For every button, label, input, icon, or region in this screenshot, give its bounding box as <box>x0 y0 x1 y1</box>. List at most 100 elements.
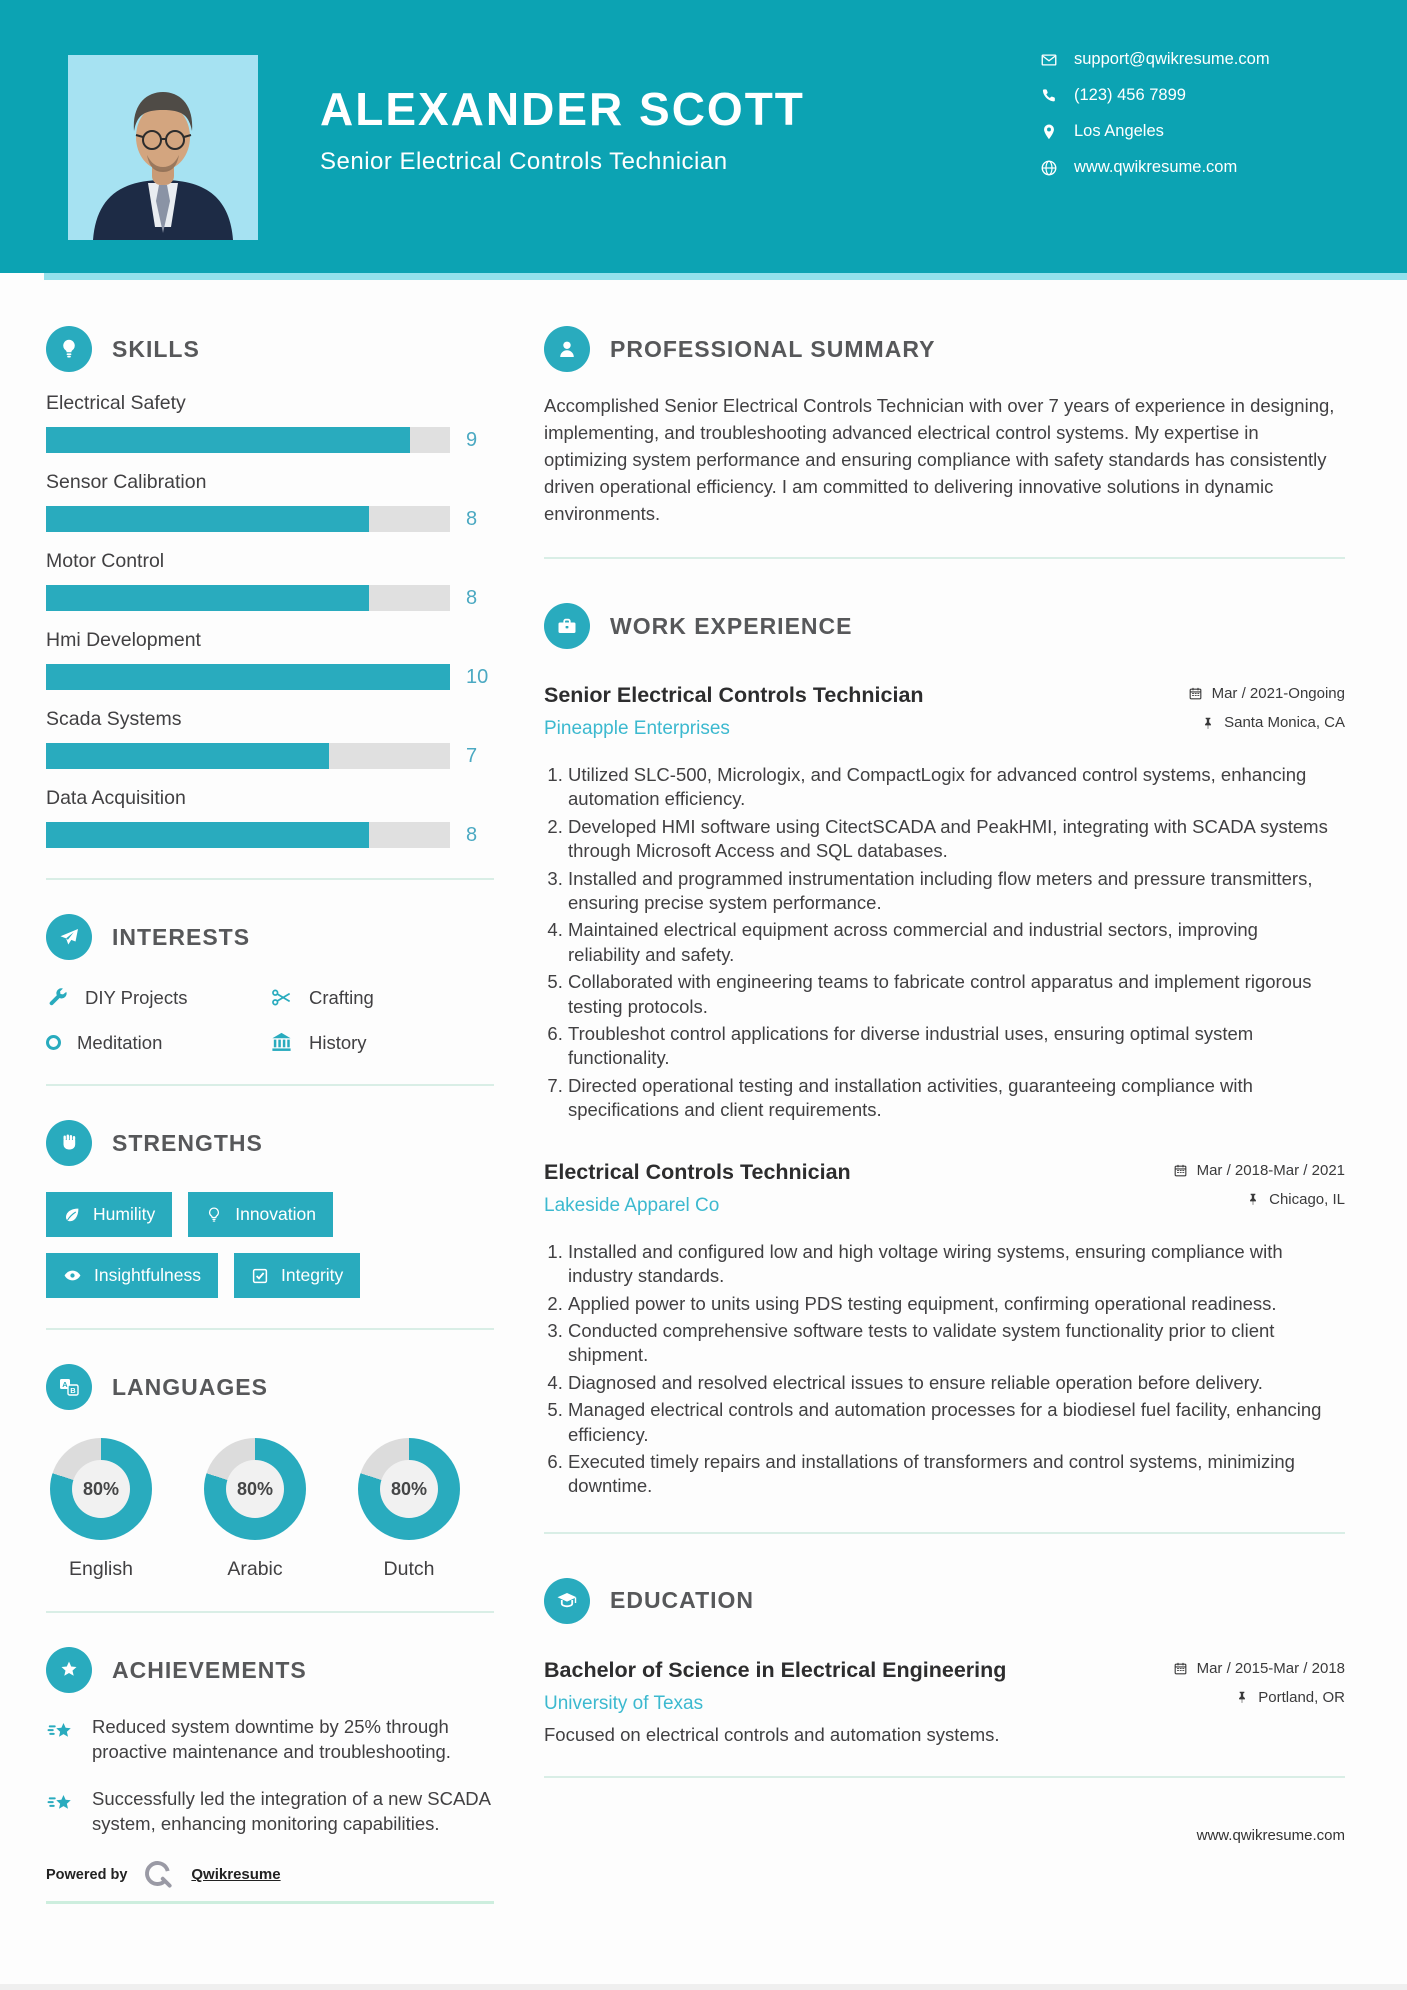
strength-chip: Humility <box>46 1192 173 1237</box>
skill-value: 8 <box>466 823 478 846</box>
skill-bar-fill <box>46 822 370 848</box>
skill-bar-fill <box>46 427 410 453</box>
checkbox-icon <box>252 1268 268 1283</box>
skills-section-header: SKILLS <box>46 326 494 372</box>
job-bullet: Applied power to units using PDS testing… <box>568 1292 1334 1316</box>
svg-text:B: B <box>70 1386 76 1395</box>
person-icon <box>544 326 590 372</box>
summary-title: PROFESSIONAL SUMMARY <box>610 335 936 362</box>
skill-bar-track <box>46 664 450 690</box>
contact-email-text: support@qwikresume.com <box>1074 50 1270 68</box>
powered-by-label: Powered by <box>46 1866 128 1883</box>
globe-icon <box>1041 160 1057 175</box>
skill-item: Sensor Calibration 8 <box>46 471 494 532</box>
skill-bar-track <box>46 427 450 453</box>
qwikresume-logo-icon <box>145 1860 172 1888</box>
skill-bar-fill <box>46 743 329 769</box>
main-content: SKILLS Electrical Safety 9 Sensor Calibr… <box>0 280 1407 1904</box>
strength-label: Innovation <box>235 1204 316 1224</box>
strengths-title: STRENGTHS <box>112 1129 263 1156</box>
profile-photo-illustration <box>68 55 258 240</box>
skill-item: Data Acquisition 8 <box>46 787 494 848</box>
wrench-icon <box>49 988 67 1006</box>
section-divider <box>46 1611 494 1613</box>
language-donut-chart: 80% <box>204 1438 306 1540</box>
interest-item: DIY Projects <box>46 986 270 1009</box>
interest-label: DIY Projects <box>85 986 188 1008</box>
strengths-list: Humility Innovation Insightfulness Integ… <box>46 1192 494 1298</box>
job-bullet: Diagnosed and resolved electrical issues… <box>568 1371 1334 1395</box>
work-icon <box>544 603 590 649</box>
powered-by-row: Powered by Qwikresume <box>46 1857 494 1893</box>
job-bullet: Collaborated with engineering teams to f… <box>568 970 1334 1019</box>
graduation-cap-icon <box>544 1577 590 1624</box>
skill-bar-fill <box>46 506 370 532</box>
language-label: Arabic <box>227 1558 283 1580</box>
language-percent: 80% <box>380 1460 438 1518</box>
interest-label: History <box>309 1031 367 1053</box>
fist-icon <box>46 1120 92 1166</box>
job-location: Santa Monica, CA <box>1224 714 1345 731</box>
calendar-icon <box>1174 1662 1186 1675</box>
bulb-icon <box>209 1206 220 1222</box>
skill-label: Data Acquisition <box>46 787 186 809</box>
language-label: Dutch <box>383 1558 435 1580</box>
header: ALEXANDER SCOTT Senior Electrical Contro… <box>0 0 1407 273</box>
skill-item: Motor Control 8 <box>46 550 494 611</box>
contact-phone-text: (123) 456 7899 <box>1074 86 1186 104</box>
contact-website[interactable]: www.qwikresume.com <box>1040 158 1270 177</box>
website-footer-link[interactable]: www.qwikresume.com <box>1196 1826 1345 1844</box>
skill-label: Scada Systems <box>46 708 182 730</box>
contact-location: Los Angeles <box>1040 122 1270 141</box>
achievements-title: ACHIEVEMENTS <box>112 1656 307 1683</box>
achievement-item: Successfully led the integration of a ne… <box>46 1787 494 1837</box>
job-bullet: Executed timely repairs and installation… <box>568 1450 1334 1499</box>
interest-item: Crafting <box>270 986 494 1009</box>
job-entry: Electrical Controls Technician Lakeside … <box>544 1160 1345 1502</box>
education-degree: Bachelor of Science in Electrical Engine… <box>544 1657 1007 1682</box>
job-company: Pineapple Enterprises <box>544 718 730 739</box>
skill-item: Hmi Development 10 <box>46 629 494 690</box>
skill-label: Hmi Development <box>46 629 201 651</box>
experience-section-header: WORK EXPERIENCE <box>544 603 1345 649</box>
job-bullet: Conducted comprehensive software tests t… <box>568 1319 1334 1368</box>
skill-value: 8 <box>466 586 478 609</box>
skill-bar-track <box>46 822 450 848</box>
skill-bar-track <box>46 743 450 769</box>
header-accent-line <box>44 273 1407 280</box>
job-dates: Mar / 2021-Ongoing <box>1211 685 1345 702</box>
calendar-icon <box>1174 1164 1186 1177</box>
job-bullet: Installed and configured low and high vo… <box>568 1240 1334 1289</box>
qwikresume-link[interactable]: Qwikresume <box>191 1866 281 1884</box>
achievement-text: Successfully led the integration of a ne… <box>92 1787 490 1834</box>
contact-email[interactable]: support@qwikresume.com <box>1040 50 1270 69</box>
job-bullet-list: Utilized SLC-500, Micrologix, and Compac… <box>544 763 1334 1123</box>
skill-value: 9 <box>466 428 478 451</box>
achievement-text: Reduced system downtime by 25% through p… <box>92 1716 451 1762</box>
skill-value: 7 <box>466 744 478 767</box>
job-bullet: Developed HMI software using CitectSCADA… <box>568 815 1334 864</box>
skill-label: Sensor Calibration <box>46 471 207 493</box>
contact-location-text: Los Angeles <box>1074 122 1164 140</box>
circle-icon <box>46 1035 61 1050</box>
language-donut-chart: 80% <box>50 1438 152 1540</box>
leaf-icon <box>66 1208 79 1221</box>
lightbulb-icon <box>46 326 92 372</box>
profile-photo <box>68 55 258 240</box>
strengths-section-header: STRENGTHS <box>46 1120 494 1166</box>
museum-icon <box>272 1032 291 1051</box>
interest-item: History <box>270 1031 494 1054</box>
interest-label: Crafting <box>309 986 374 1008</box>
left-column: SKILLS Electrical Safety 9 Sensor Calibr… <box>46 280 494 1904</box>
language-item: 80% Arabic <box>200 1438 310 1581</box>
job-bullet: Managed electrical controls and automati… <box>568 1398 1334 1447</box>
interests-title: INTERESTS <box>112 923 251 950</box>
contact-website-text: www.qwikresume.com <box>1074 158 1238 176</box>
candidate-title: Senior Electrical Controls Technician <box>320 148 728 175</box>
job-bullet: Installed and programmed instrumentation… <box>568 867 1334 916</box>
language-percent: 80% <box>226 1460 284 1518</box>
contact-phone: (123) 456 7899 <box>1040 86 1270 105</box>
